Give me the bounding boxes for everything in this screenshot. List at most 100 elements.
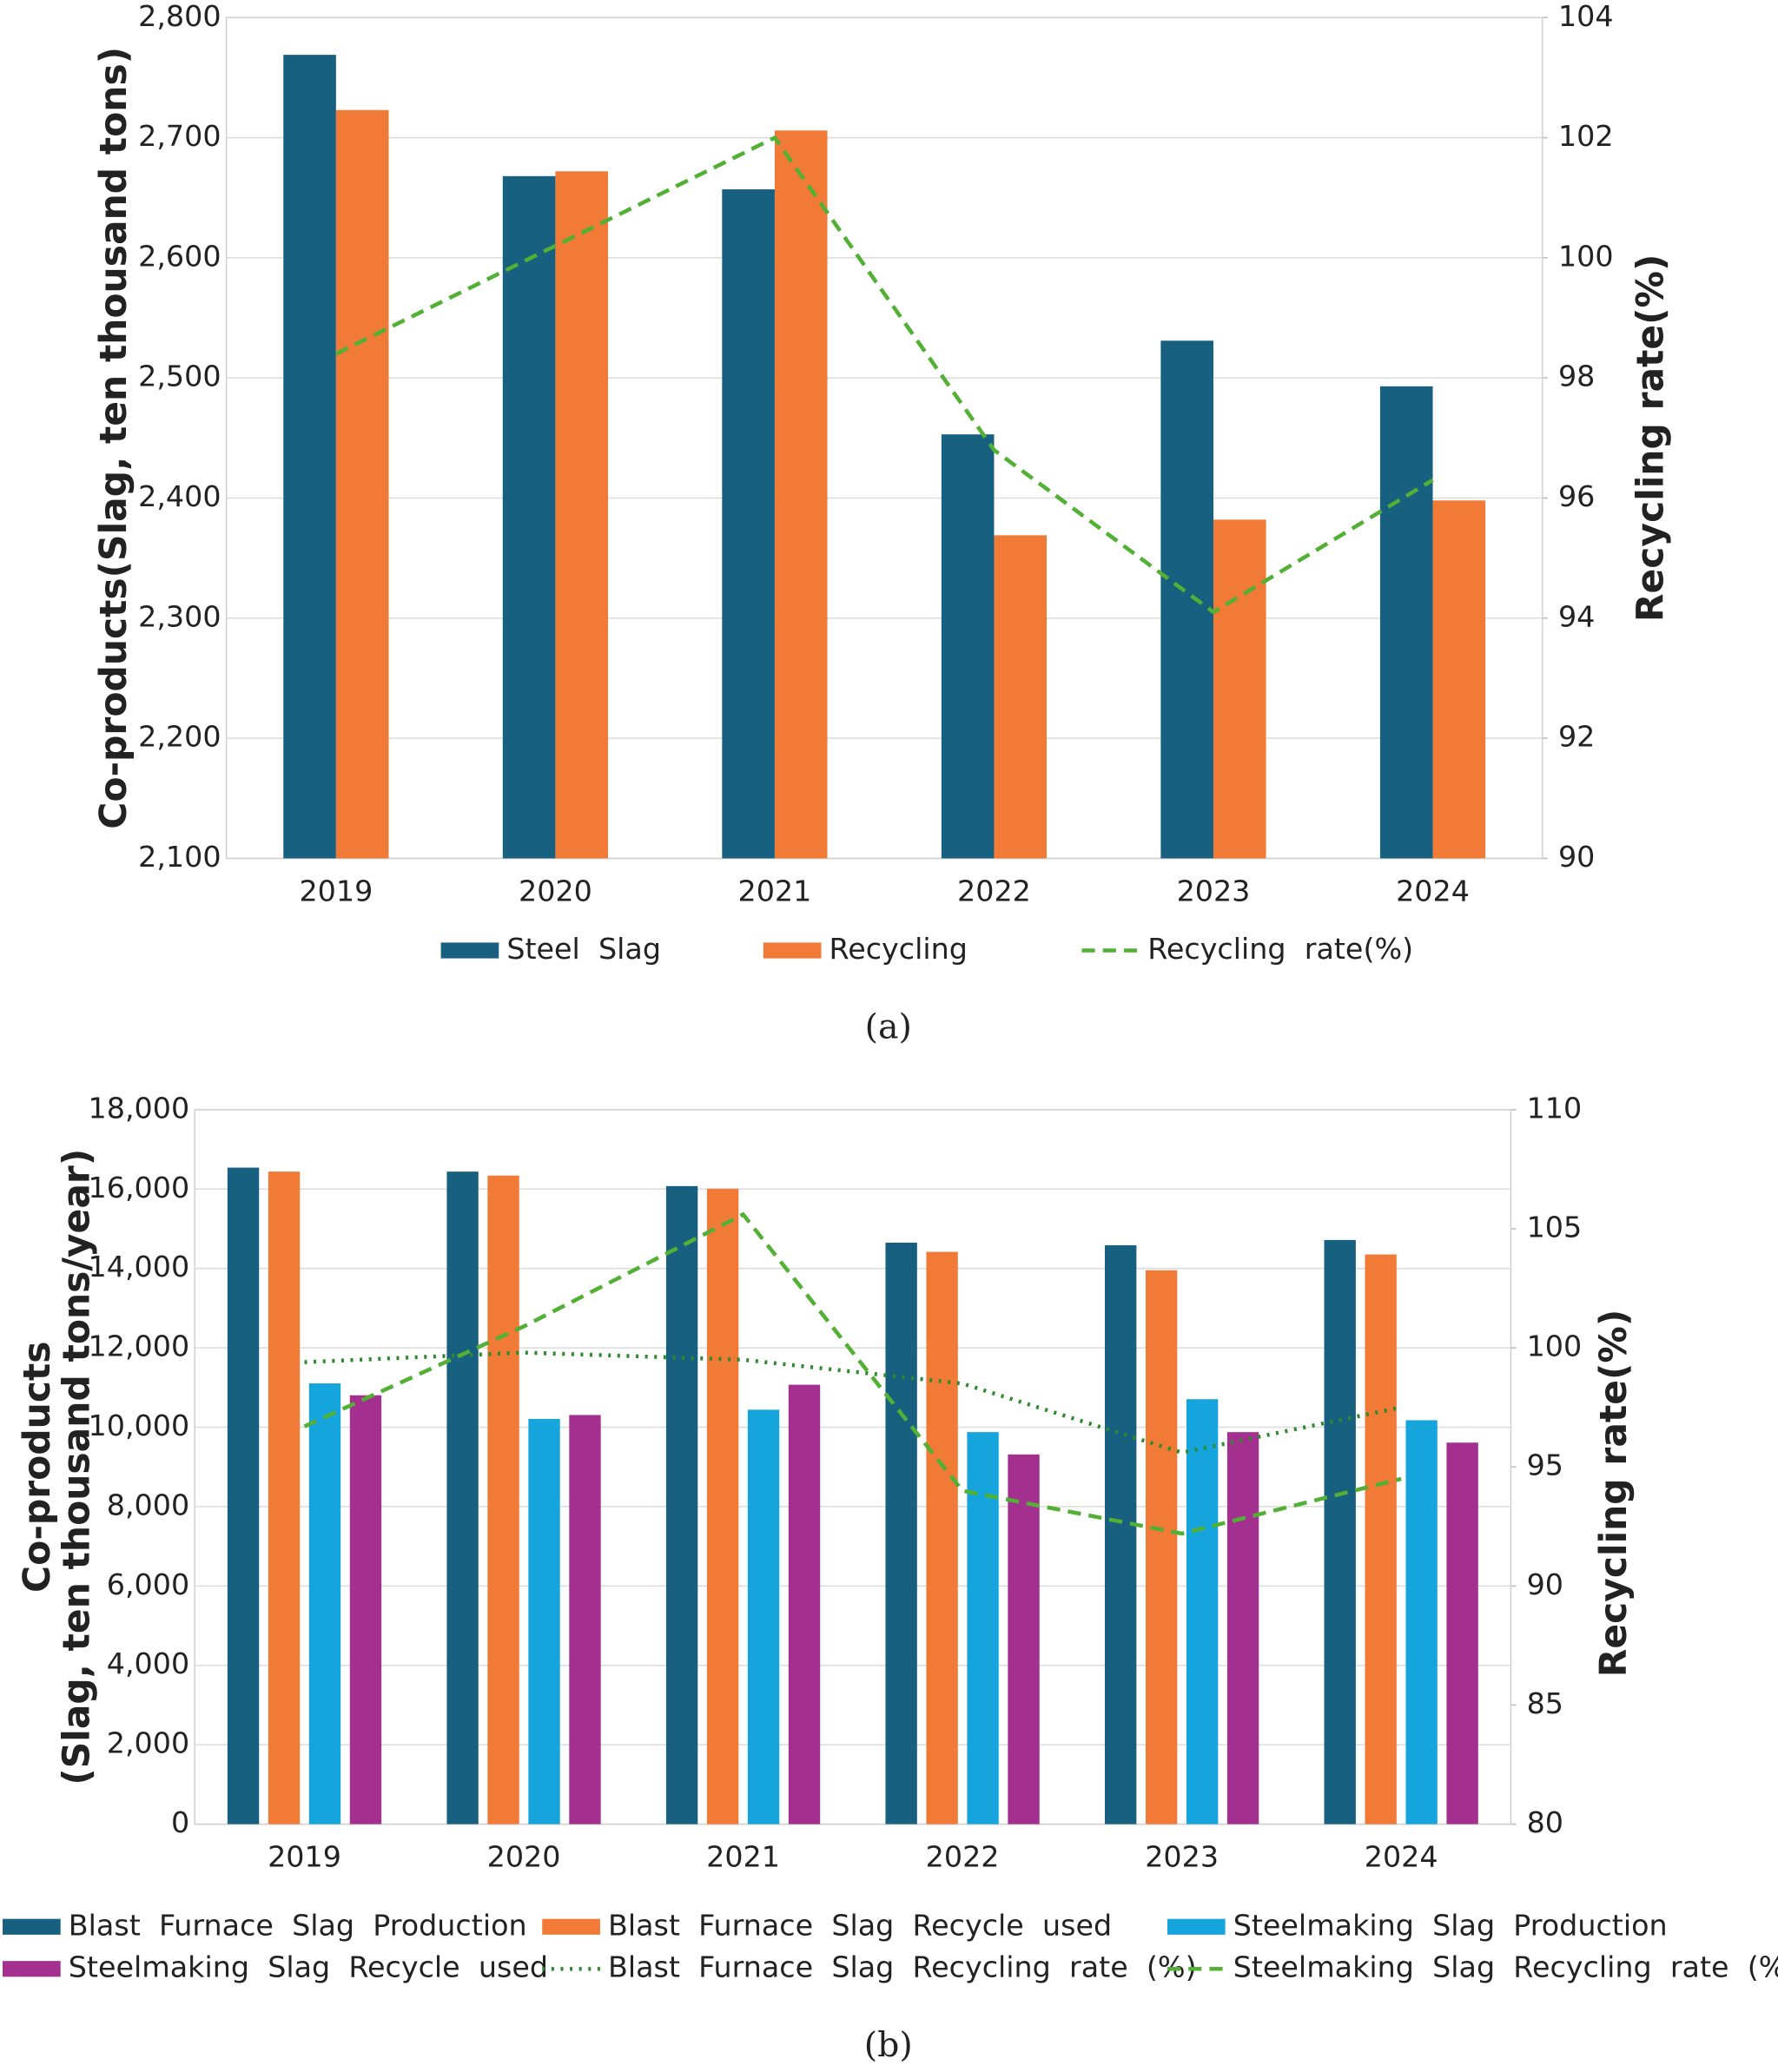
- y2-tick-label: 102: [1558, 119, 1614, 153]
- x-tick-label: 2021: [738, 874, 812, 907]
- bar: [1446, 1442, 1478, 1825]
- line: [303, 1211, 1402, 1536]
- bar: [446, 1171, 479, 1825]
- y-tick-label: 18,000: [89, 1091, 190, 1125]
- bar: [774, 130, 828, 859]
- y2-tick-label: 95: [1527, 1448, 1563, 1482]
- bar: [665, 1185, 698, 1825]
- bar: [1213, 519, 1266, 859]
- y2-tick-label: 90: [1558, 840, 1595, 874]
- y-tick-label: 2,200: [138, 720, 221, 754]
- y-tick-label: 2,000: [107, 1726, 189, 1760]
- y-tick-label: 2,800: [138, 0, 221, 33]
- bar: [994, 535, 1048, 859]
- bar: [283, 55, 336, 859]
- y2-axis-title: Recycling rate(%): [1593, 1310, 1636, 1678]
- bar: [941, 434, 995, 859]
- y2-tick-label: 92: [1558, 720, 1595, 754]
- legend-label: Blast Furnace Slag Recycle used: [608, 1908, 1112, 1942]
- y-axis-title: Co-products: [17, 1341, 59, 1592]
- y-axis-title: (Slag, ten thousand tons/year): [56, 1149, 98, 1785]
- bar: [1379, 386, 1433, 859]
- y2-tick-label: 100: [1527, 1330, 1583, 1363]
- y2-tick-label: 94: [1558, 599, 1595, 633]
- y2-tick-label: 80: [1527, 1805, 1563, 1839]
- y-tick-label: 2,500: [138, 360, 221, 393]
- bar: [487, 1175, 519, 1825]
- x-tick-label: 2022: [957, 874, 1031, 907]
- legend-label: Steelmaking Slag Production: [1233, 1908, 1668, 1942]
- x-tick-label: 2019: [299, 874, 373, 907]
- plot-frame: [225, 16, 1543, 860]
- bar: [1405, 1420, 1438, 1825]
- y2-tick-label: 110: [1527, 1091, 1583, 1125]
- legend-label: Recycling: [830, 932, 968, 966]
- bar: [335, 109, 389, 859]
- y-tick-label: 10,000: [89, 1409, 190, 1442]
- plot-frame: [194, 1109, 1512, 1825]
- legend-label: Steel Slag: [506, 932, 661, 966]
- legend-swatch: [3, 1961, 61, 1977]
- bar: [1226, 1432, 1259, 1825]
- bar: [1432, 500, 1486, 859]
- x-tick-label: 2020: [487, 1839, 561, 1873]
- y2-axis-title: Recycling rate(%): [1630, 254, 1673, 623]
- legend-label: Recycling rate(%): [1147, 932, 1413, 966]
- legend-swatch: [3, 1918, 61, 1935]
- legend-label: Steelmaking Slag Recycle used: [69, 1950, 548, 1984]
- bar: [569, 1415, 601, 1825]
- y-axis-title: Co-products(Slag, ten thousand tons): [93, 47, 135, 829]
- y2-tick-label: 105: [1527, 1210, 1583, 1244]
- bar: [1104, 1244, 1137, 1825]
- y2-tick-label: 98: [1558, 360, 1595, 393]
- bar: [1186, 1399, 1219, 1825]
- y-tick-label: 4,000: [107, 1646, 189, 1680]
- bar: [747, 1409, 780, 1825]
- caption: (a): [865, 1006, 912, 1046]
- y-tick-label: 8,000: [107, 1488, 189, 1521]
- bar: [1145, 1270, 1178, 1825]
- bar: [528, 1418, 560, 1825]
- y2-tick-label: 100: [1558, 239, 1614, 273]
- y-tick-label: 2,400: [138, 479, 221, 513]
- bar: [1324, 1239, 1356, 1825]
- legend-label: Blast Furnace Slag Production: [69, 1908, 527, 1942]
- y-tick-label: 6,000: [107, 1567, 189, 1601]
- y-tick-label: 14,000: [89, 1250, 190, 1283]
- y2-tick-label: 96: [1558, 479, 1595, 513]
- x-tick-label: 2020: [519, 874, 592, 907]
- bar: [1365, 1254, 1397, 1825]
- y-tick-label: 0: [171, 1805, 189, 1839]
- y2-tick-label: 104: [1558, 0, 1614, 33]
- x-tick-label: 2023: [1177, 874, 1251, 907]
- legend-label: Blast Furnace Slag Recycling rate (%): [608, 1950, 1197, 1984]
- bar: [926, 1251, 958, 1825]
- bar: [268, 1171, 301, 1825]
- bar: [227, 1167, 260, 1825]
- caption: (b): [864, 2025, 913, 2065]
- bar: [555, 171, 609, 859]
- bar: [502, 175, 556, 859]
- bar: [308, 1383, 341, 1825]
- y-tick-label: 2,700: [138, 119, 221, 153]
- y2-tick-label: 90: [1527, 1567, 1563, 1601]
- y-tick-label: 2,100: [138, 840, 221, 874]
- x-tick-label: 2021: [706, 1839, 780, 1873]
- x-tick-label: 2019: [268, 1839, 341, 1873]
- bar: [885, 1242, 917, 1825]
- y-tick-label: 2,300: [138, 599, 221, 633]
- x-tick-label: 2024: [1396, 874, 1470, 907]
- y-tick-label: 12,000: [89, 1330, 190, 1363]
- y2-tick-label: 85: [1527, 1686, 1563, 1720]
- bar: [1008, 1454, 1040, 1825]
- bar: [1160, 340, 1213, 859]
- x-tick-label: 2023: [1145, 1839, 1219, 1873]
- legend-swatch: [763, 942, 822, 959]
- bar: [349, 1395, 382, 1825]
- bar: [788, 1384, 821, 1825]
- legend-swatch: [440, 942, 499, 959]
- legend-label: Steelmaking Slag Recycling rate (%): [1233, 1950, 1778, 1984]
- bar: [706, 1188, 739, 1825]
- legend-swatch: [1167, 1918, 1226, 1935]
